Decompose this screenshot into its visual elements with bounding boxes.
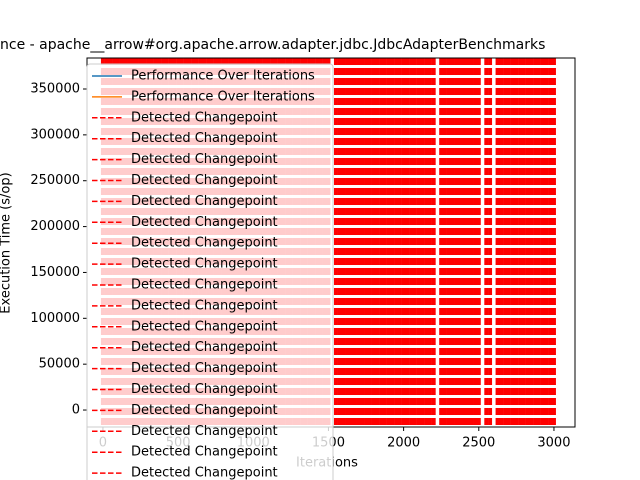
legend-label: Detected Changepoint <box>131 194 278 209</box>
legend-label: Detected Changepoint <box>131 152 278 167</box>
y-tick-label: 150000 <box>30 265 80 280</box>
legend-label: Detected Changepoint <box>131 215 278 230</box>
legend-label: Detected Changepoint <box>131 319 278 334</box>
y-tick-label: 200000 <box>30 219 80 234</box>
y-tick-label: 50000 <box>39 357 80 372</box>
legend-label: Detected Changepoint <box>131 236 278 251</box>
legend-label: Detected Changepoint <box>131 466 278 480</box>
x-tick-label: 2000 <box>387 436 420 451</box>
legend-label: Detected Changepoint <box>131 278 278 293</box>
legend-label: Detected Changepoint <box>131 257 278 272</box>
legend-label: Detected Changepoint <box>131 298 278 313</box>
legend-label: Detected Changepoint <box>131 340 278 355</box>
y-axis-label: Execution Time (s/op) <box>0 172 14 313</box>
legend-label: Performance Over Iterations <box>131 89 315 104</box>
y-tick-label: 100000 <box>30 311 80 326</box>
y-tick-label: 350000 <box>30 82 80 97</box>
y-tick-label: 250000 <box>30 173 80 188</box>
chart-title: nce - apache__arrow#org.apache.arrow.ada… <box>0 37 545 53</box>
x-tick-label: 3000 <box>537 436 570 451</box>
legend-label: Detected Changepoint <box>131 445 278 460</box>
legend-label: Detected Changepoint <box>131 173 278 188</box>
legend-box <box>86 63 334 480</box>
legend-label: Detected Changepoint <box>131 361 278 376</box>
y-tick-label: 300000 <box>30 127 80 142</box>
legend-label: Detected Changepoint <box>131 382 278 397</box>
y-tick-label: 0 <box>72 403 80 418</box>
legend-label: Performance Over Iterations <box>131 69 315 84</box>
x-tick-label: 2500 <box>462 436 495 451</box>
legend-label: Detected Changepoint <box>131 424 278 439</box>
legend-label: Detected Changepoint <box>131 403 278 418</box>
legend-label: Detected Changepoint <box>131 110 278 125</box>
legend-label: Detected Changepoint <box>131 131 278 146</box>
